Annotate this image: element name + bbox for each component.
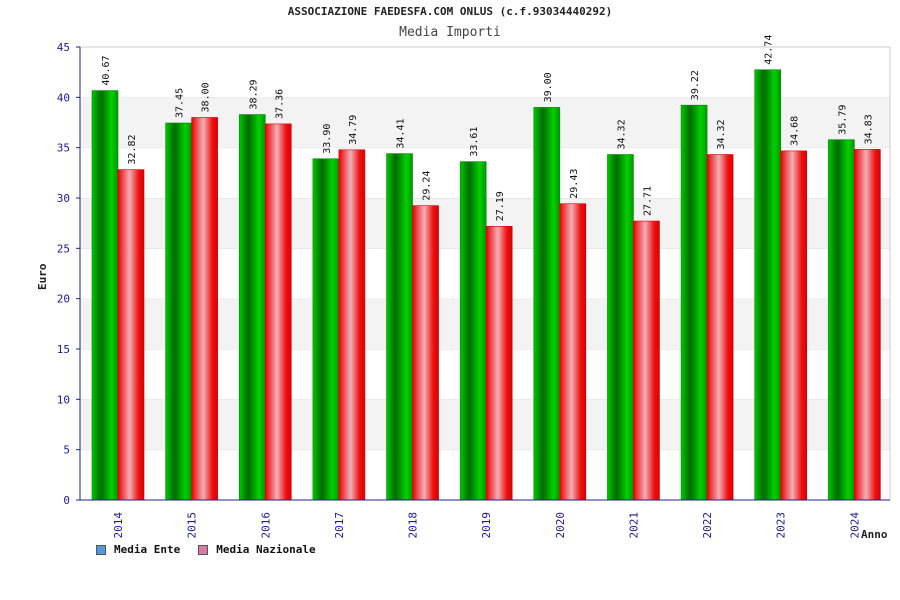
data-label: 40.67: [101, 55, 112, 85]
x-tick-label: 2017: [333, 512, 346, 539]
data-label: 33.90: [322, 124, 333, 154]
data-label: 34.79: [348, 115, 359, 145]
legend-swatch-media-ente: [96, 544, 106, 555]
data-label: 27.71: [642, 186, 653, 216]
data-label: 37.45: [175, 88, 186, 118]
bar-media-nazionale-2019: [485, 225, 513, 501]
data-label: 42.74: [764, 35, 775, 65]
bars-group: 40.67 32.82 37.45 38.00 38.29 37.36 33.90 34.79…: [91, 35, 881, 501]
x-axis-label: Anno: [861, 528, 888, 541]
y-axis: 0 5 10 15 20 25 30 35 40 45: [57, 41, 81, 507]
bar-media-nazionale-2015: [191, 117, 218, 501]
bar-media-ente-2023: [754, 69, 782, 501]
data-label: 37.36: [274, 89, 285, 119]
y-tick-label: 45: [57, 41, 70, 54]
data-label: 38.00: [201, 82, 212, 112]
bar-media-ente-2022: [680, 104, 708, 501]
bar-media-nazionale-2018: [412, 205, 439, 501]
legend-item-media-nazionale: Media Nazionale: [198, 543, 316, 556]
bar-media-ente-2021: [607, 154, 634, 501]
x-tick-label: 2023: [775, 512, 788, 539]
chart-subtitle: Media Importi: [399, 25, 501, 40]
y-tick-label: 40: [57, 91, 70, 104]
bar-media-ente-2014: [91, 90, 119, 501]
bar-media-ente-2019: [459, 161, 487, 501]
legend-label-media-ente: Media Ente: [114, 543, 181, 556]
y-tick-label: 30: [57, 192, 70, 205]
bar-media-nazionale-2016: [264, 123, 292, 501]
x-tick-label: 2021: [627, 512, 640, 539]
bar-media-ente-2018: [386, 153, 413, 501]
x-tick-label: 2019: [480, 512, 493, 539]
legend-item-media-ente: Media Ente: [96, 543, 180, 556]
chart-title: ASSOCIAZIONE FAEDESFA.COM ONLUS (c.f.930…: [287, 5, 613, 18]
x-axis: 2014 2015 2016 2017 2018 2019 2020 2021 2022 2023…: [80, 499, 890, 539]
y-tick-label: 0: [63, 494, 70, 507]
bar-media-nazionale-2022: [706, 154, 734, 501]
x-tick-label: 2016: [259, 512, 272, 539]
x-tick-label: 2018: [407, 512, 420, 539]
x-tick-label: 2020: [554, 512, 567, 539]
x-tick-label: 2015: [186, 512, 199, 539]
data-label: 33.61: [469, 127, 480, 157]
bar-media-ente-2015: [165, 122, 192, 501]
data-label: 39.22: [690, 70, 701, 100]
bar-media-nazionale-2021: [633, 220, 660, 501]
x-tick-label: 2014: [112, 512, 125, 539]
y-tick-label: 25: [57, 242, 70, 255]
bar-media-ente-2024: [828, 139, 855, 501]
data-label: 27.19: [495, 191, 506, 221]
data-label: 34.41: [396, 118, 407, 148]
legend-swatch-media-nazionale: [198, 544, 209, 555]
data-label: 34.68: [790, 116, 801, 146]
y-tick-label: 10: [57, 393, 70, 406]
data-label: 38.29: [248, 79, 259, 109]
bar-media-nazionale-2020: [559, 203, 587, 501]
bar-media-nazionale-2017: [338, 149, 366, 501]
bar-media-nazionale-2023: [780, 150, 808, 501]
bar-media-ente-2020: [533, 107, 561, 501]
x-tick-label: 2022: [701, 512, 714, 539]
data-label: 34.32: [616, 119, 627, 149]
bar-media-ente-2017: [312, 158, 340, 501]
bar-media-ente-2016: [238, 114, 266, 501]
data-label: 29.43: [569, 169, 580, 199]
legend: Media Ente Media Nazionale: [96, 543, 316, 556]
bar-media-nazionale-2024: [854, 149, 881, 501]
legend-label-media-nazionale: Media Nazionale: [216, 543, 316, 556]
data-label: 32.82: [127, 135, 138, 165]
y-tick-label: 20: [57, 293, 70, 306]
data-label: 34.83: [863, 114, 874, 144]
data-label: 29.24: [422, 171, 433, 201]
bar-media-nazionale-2014: [117, 169, 145, 501]
y-tick-label: 35: [57, 142, 70, 155]
y-tick-label: 5: [63, 444, 70, 457]
x-tick-label: 2024: [848, 512, 861, 539]
data-label: 35.79: [837, 105, 848, 135]
data-label: 34.32: [716, 119, 727, 149]
y-tick-label: 15: [57, 343, 70, 356]
data-label: 39.00: [543, 72, 554, 102]
